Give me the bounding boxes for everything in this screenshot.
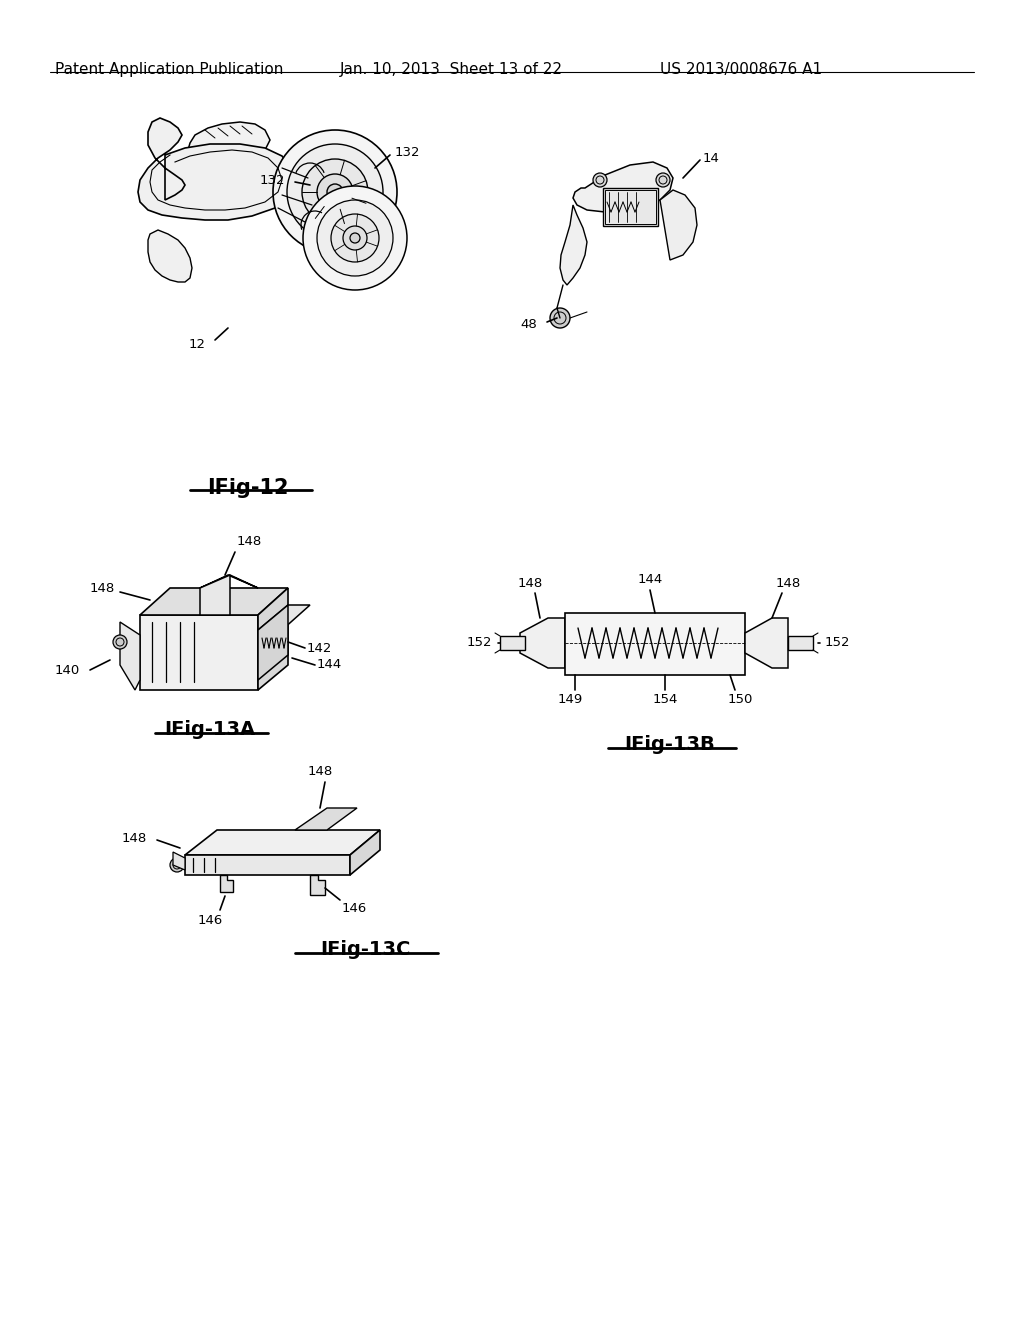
Bar [788,636,813,649]
Text: 142: 142 [307,642,333,655]
Polygon shape [140,615,258,690]
Text: IFig-13A: IFig-13A [165,719,256,739]
Circle shape [317,201,393,276]
Polygon shape [138,117,295,220]
Text: IFig-12: IFig-12 [207,478,289,498]
Polygon shape [200,576,230,615]
Circle shape [343,226,367,249]
Circle shape [656,173,670,187]
Text: US 2013/0008676 A1: US 2013/0008676 A1 [660,62,822,77]
Text: 144: 144 [317,659,342,672]
Circle shape [350,234,360,243]
Polygon shape [188,121,270,162]
Polygon shape [185,855,350,875]
Circle shape [287,144,383,240]
Text: 154: 154 [652,693,678,706]
Polygon shape [350,830,380,875]
Circle shape [302,158,368,224]
Text: 144: 144 [637,573,663,586]
Circle shape [317,174,353,210]
Circle shape [550,308,570,327]
Text: 12: 12 [189,338,206,351]
Text: 148: 148 [517,577,543,590]
Circle shape [331,214,379,261]
Polygon shape [200,576,258,587]
Text: 148: 148 [90,582,116,594]
Text: 148: 148 [775,577,801,590]
Text: 132: 132 [259,173,285,186]
Text: Jan. 10, 2013  Sheet 13 of 22: Jan. 10, 2013 Sheet 13 of 22 [340,62,563,77]
Text: 140: 140 [54,664,80,676]
Circle shape [303,186,407,290]
Circle shape [593,173,607,187]
Bar [565,612,745,675]
Text: 132: 132 [395,147,421,160]
Text: 48: 48 [520,318,537,331]
Text: 150: 150 [727,693,753,706]
Polygon shape [140,587,288,615]
Text: 152: 152 [825,636,851,649]
Text: Patent Application Publication: Patent Application Publication [55,62,284,77]
Text: 152: 152 [467,636,492,649]
Polygon shape [185,830,380,855]
Polygon shape [295,808,357,830]
Bar [500,636,525,649]
Bar [605,190,656,224]
Text: 149: 149 [557,693,583,706]
Polygon shape [660,190,697,260]
Circle shape [273,129,397,253]
Polygon shape [258,605,288,680]
Bar [603,187,658,226]
Polygon shape [745,618,788,668]
Polygon shape [573,162,673,213]
Circle shape [170,858,184,873]
Text: 146: 146 [198,913,222,927]
Text: 148: 148 [237,535,262,548]
Polygon shape [258,587,288,690]
Text: IFig-13B: IFig-13B [625,735,716,754]
Polygon shape [220,875,233,892]
Polygon shape [310,875,325,895]
Text: 148: 148 [122,832,147,845]
Polygon shape [520,618,565,668]
Text: 146: 146 [342,902,368,915]
Polygon shape [258,605,310,630]
Circle shape [327,183,343,201]
Circle shape [113,635,127,649]
Polygon shape [148,230,193,282]
Polygon shape [173,851,185,870]
Polygon shape [560,205,587,285]
Text: 14: 14 [703,152,720,165]
Polygon shape [120,622,140,690]
Text: 148: 148 [307,766,333,777]
Text: IFig-13C: IFig-13C [319,940,411,960]
